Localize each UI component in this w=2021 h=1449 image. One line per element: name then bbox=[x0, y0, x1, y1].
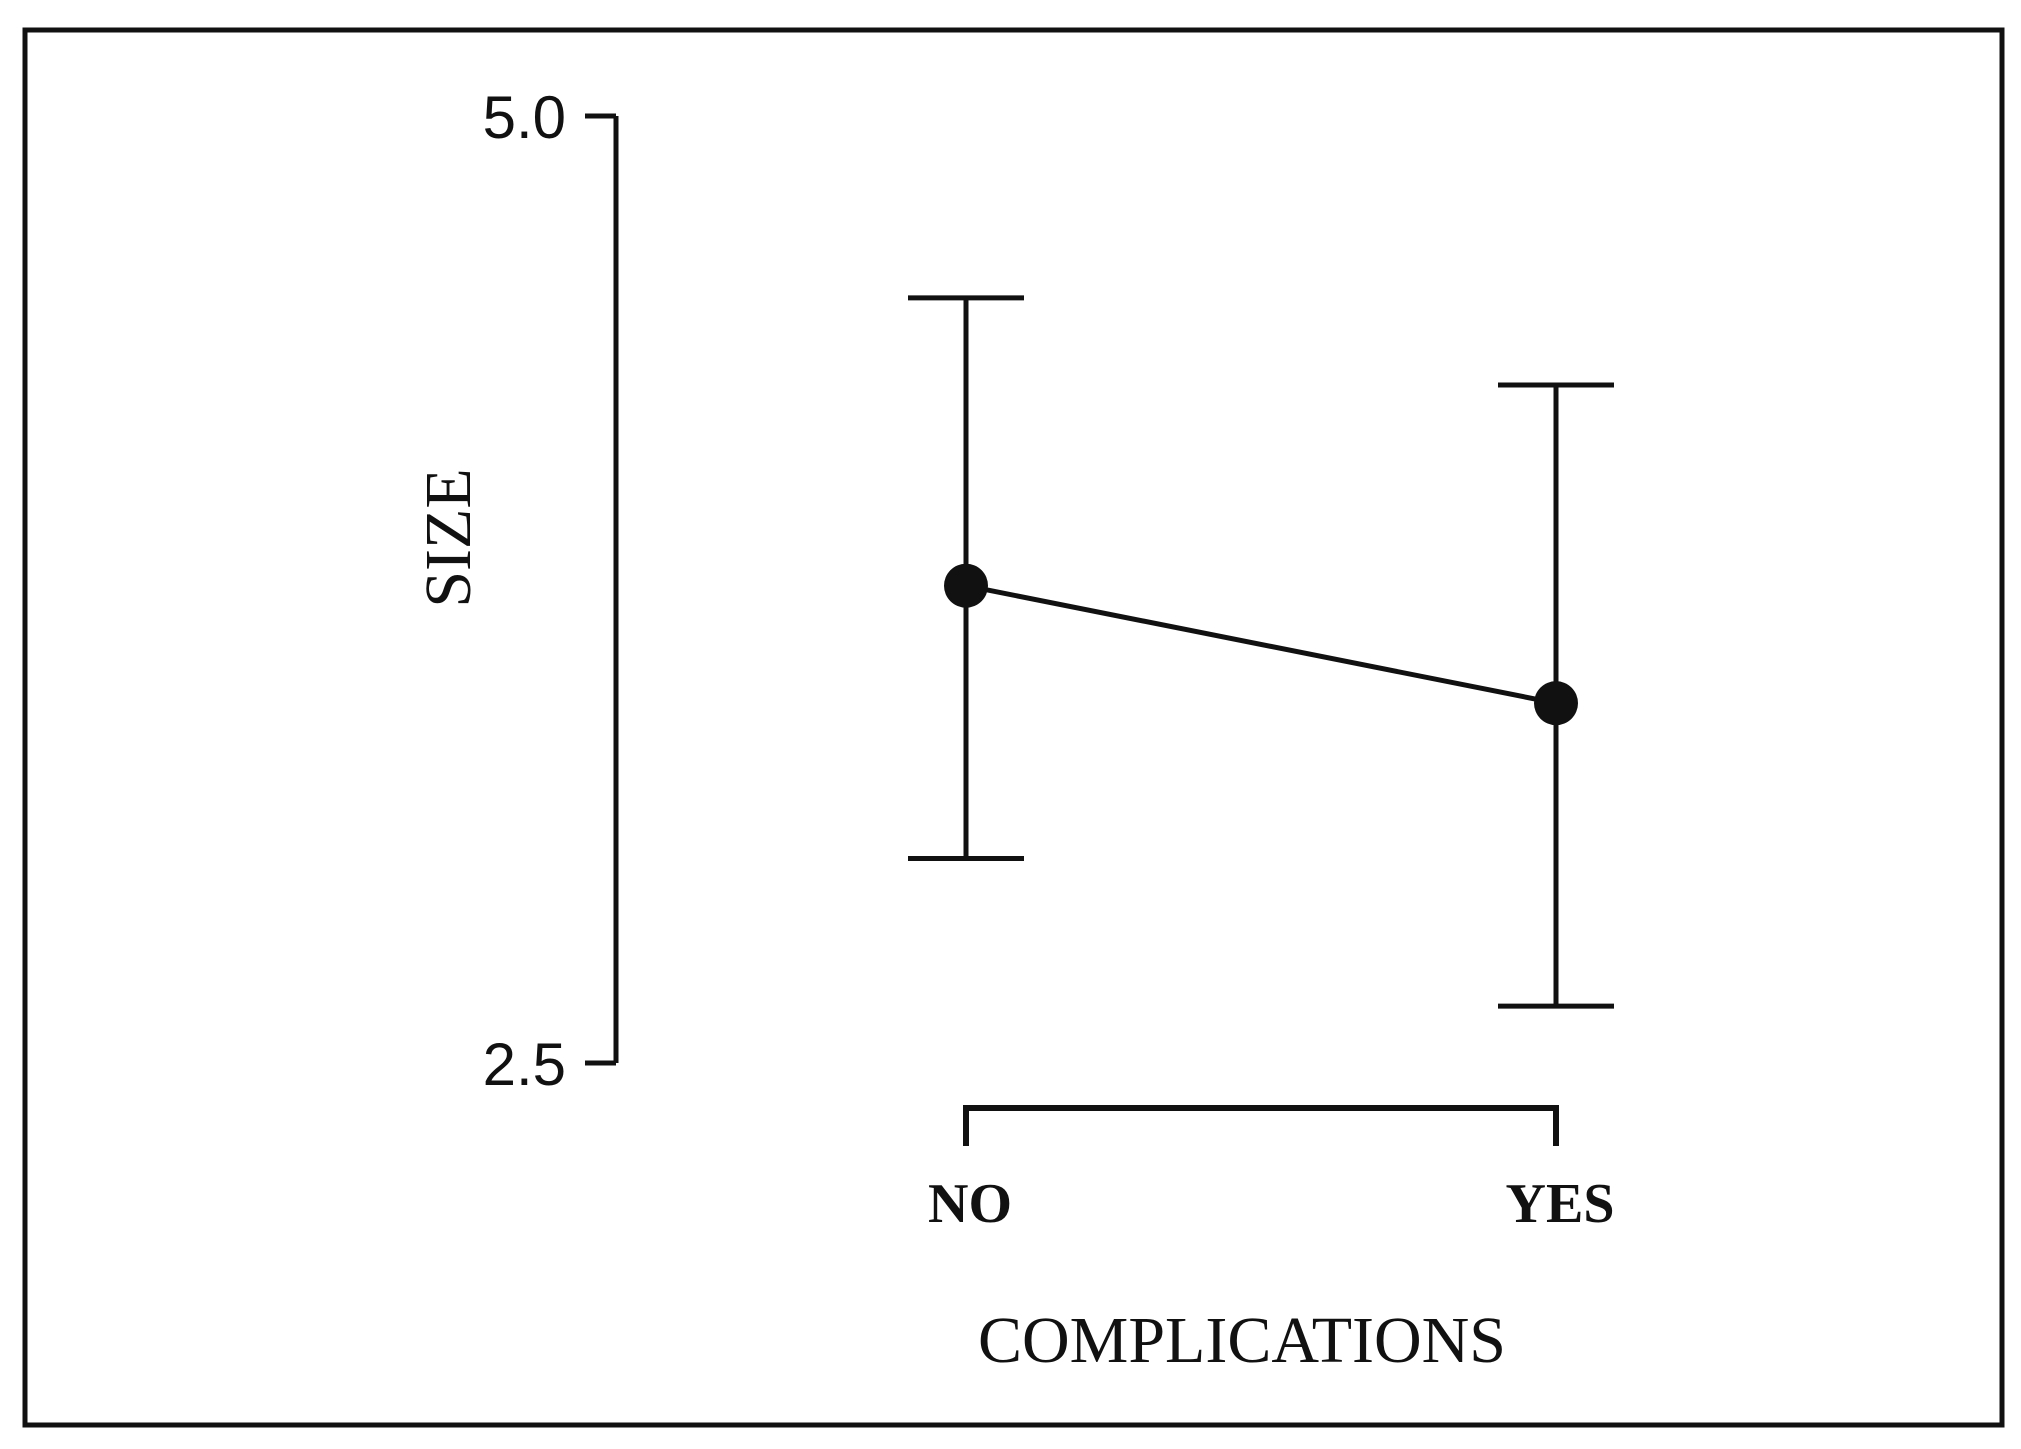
y-axis-title: SIZE bbox=[412, 468, 485, 607]
y-tick-label: 2.5 bbox=[483, 1031, 566, 1098]
x-tick-label: NO bbox=[928, 1173, 1012, 1235]
data-marks bbox=[908, 295, 1614, 1009]
data-point bbox=[1534, 681, 1578, 726]
chart-frame bbox=[22, 27, 2005, 1428]
x-axis-bracket bbox=[963, 1105, 1559, 1146]
x-tick-label: YES bbox=[1506, 1173, 1615, 1235]
x-axis-title: COMPLICATIONS bbox=[978, 1304, 1506, 1377]
data-point bbox=[944, 563, 988, 608]
series-line bbox=[965, 583, 1557, 706]
y-ticks: 5.0 2.5 bbox=[483, 84, 616, 1098]
x-ticks: NO YES bbox=[928, 1173, 1614, 1235]
y-tick-label: 5.0 bbox=[483, 84, 566, 151]
